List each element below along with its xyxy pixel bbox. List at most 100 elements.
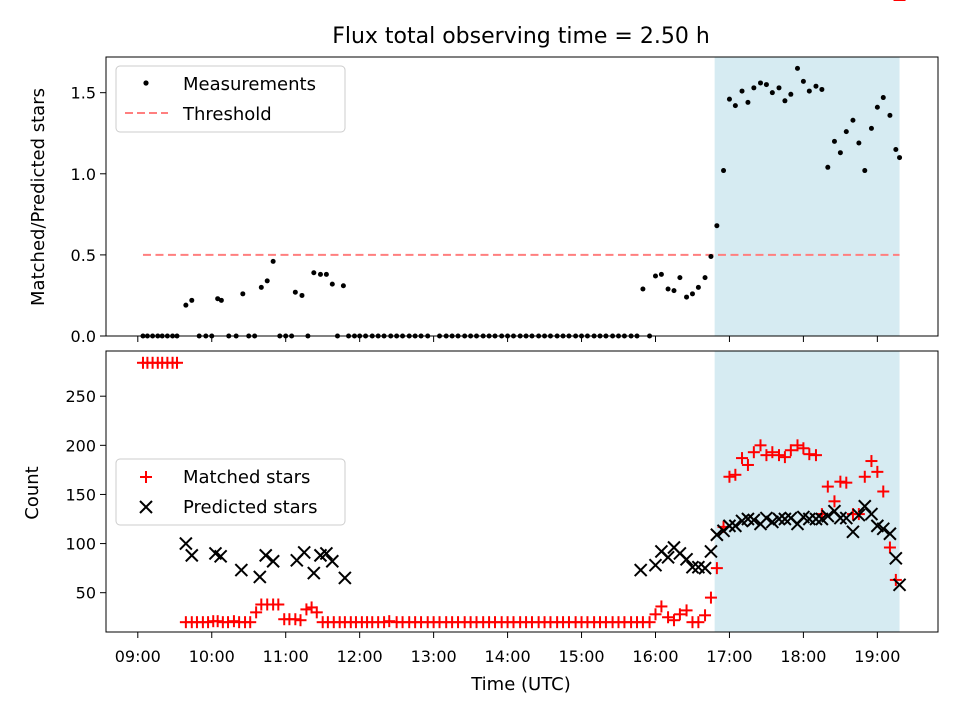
measurement-point <box>751 85 757 91</box>
matched-star-point <box>673 608 686 621</box>
measurement-point <box>769 90 775 96</box>
top-y-axis: 0.0 0.5 1.0 1.5 <box>71 84 106 346</box>
measurement-point <box>813 83 819 89</box>
measurement-point <box>702 275 708 281</box>
bottom-y-axis-label: Count <box>22 466 43 519</box>
top-y-tick-label: 1.5 <box>71 84 96 103</box>
measurement-point <box>708 254 714 260</box>
legend-threshold-label: Threshold <box>182 104 272 125</box>
count-points <box>136 0 907 629</box>
measurement-point <box>340 283 346 289</box>
matched-star-point <box>294 614 307 627</box>
x-tick-label: 11:00 <box>263 647 309 666</box>
bottom-legend-box <box>115 458 346 526</box>
measurement-point <box>689 291 695 297</box>
bottom-y-tick-label: 100 <box>65 535 96 554</box>
matched-star-point <box>649 608 662 621</box>
bottom-y-axis: 50 100 150 200 250 <box>65 387 106 603</box>
predicted-star-point <box>846 525 860 539</box>
x-tick-label: 09:00 <box>115 647 161 666</box>
predicted-star-point <box>253 570 267 584</box>
matched-star-point <box>797 442 810 455</box>
predicted-star-point <box>839 511 854 525</box>
top-y-tick-label: 1.0 <box>71 165 96 184</box>
predicted-star-point <box>704 544 718 559</box>
predicted-star-point <box>728 519 743 533</box>
measurement-point <box>732 103 738 109</box>
measurement-point <box>893 146 899 152</box>
measurement-point <box>189 297 195 303</box>
measurement-point <box>677 275 683 281</box>
x-tick-label: 12:00 <box>337 647 383 666</box>
legend-measurements-marker <box>143 80 149 86</box>
predicted-star-point <box>710 528 724 542</box>
predicted-star-point <box>772 512 786 526</box>
measurement-point <box>806 88 812 94</box>
measurement-point <box>726 96 732 102</box>
top-legend: Measurements Threshold <box>115 65 346 133</box>
predicted-star-point <box>698 561 712 575</box>
measurement-point <box>684 294 690 300</box>
matched-star-point <box>791 439 804 452</box>
measurement-point <box>183 302 189 308</box>
top-shaded-region <box>714 57 900 336</box>
legend-predicted-label: Predicted stars <box>183 497 317 518</box>
matched-star-point <box>754 439 767 452</box>
matched-star-point <box>667 614 680 627</box>
legend-matched-marker <box>140 471 152 483</box>
measurement-point <box>856 140 862 146</box>
predicted-star-point <box>759 511 774 525</box>
x-tick-label: 14:00 <box>485 647 531 666</box>
predicted-star-point <box>679 552 694 567</box>
matched-star-point <box>710 562 723 575</box>
predicted-star-point <box>185 548 199 563</box>
bottom-legend: Matched stars Predicted stars <box>115 458 346 526</box>
matched-star-point <box>729 468 742 481</box>
measurement-point <box>763 82 769 88</box>
measurement-point <box>831 138 837 144</box>
measurement-point <box>323 271 329 277</box>
top-y-tick-label: 0.0 <box>71 327 96 346</box>
matched-star-point <box>655 600 668 613</box>
predicted-star-point <box>234 563 249 577</box>
predicted-star-point <box>892 578 907 592</box>
measurement-point <box>665 286 671 292</box>
predicted-star-point <box>833 511 848 525</box>
predicted-star-point <box>266 554 280 568</box>
matched-star-point <box>244 616 257 629</box>
matched-star-point <box>883 541 896 554</box>
measurement-point <box>721 168 727 174</box>
predicted-star-point <box>633 563 648 577</box>
measurement-point <box>714 223 720 229</box>
matched-star-point <box>828 495 841 508</box>
measurement-point <box>299 292 305 298</box>
bottom-axes-frame <box>105 350 939 633</box>
predicted-star-point <box>685 560 700 574</box>
bottom-y-tick-label: 150 <box>65 485 96 504</box>
x-tick-label: 17:00 <box>706 647 752 666</box>
matched-star-point <box>766 446 779 459</box>
predicted-star-point <box>179 536 193 551</box>
x-tick-label: 10:00 <box>189 647 235 666</box>
bottom-panel: 50 100 150 200 250 09:00 10:00 11:00 12:00 13:00… <box>22 0 939 695</box>
measurement-point <box>640 286 646 292</box>
measurement-point <box>788 91 794 97</box>
predicted-star-point <box>821 509 835 523</box>
measurement-point <box>837 150 843 156</box>
predicted-star-point <box>648 558 663 572</box>
predicted-star-point <box>852 508 866 522</box>
top-x-ticks <box>137 336 878 342</box>
measurement-point <box>825 164 831 170</box>
bottom-y-tick-label: 200 <box>65 436 96 455</box>
matched-star-point <box>741 458 754 471</box>
measurement-point <box>329 281 335 287</box>
chart-title: Flux total observing time = 2.50 h <box>332 24 710 49</box>
measurement-point <box>658 271 664 277</box>
predicted-star-point <box>809 512 823 526</box>
measurement-point <box>874 104 880 110</box>
matched-star-point <box>170 356 183 369</box>
predicted-star-point <box>661 550 675 565</box>
matched-star-point <box>662 611 675 624</box>
measurement-point <box>652 273 658 279</box>
